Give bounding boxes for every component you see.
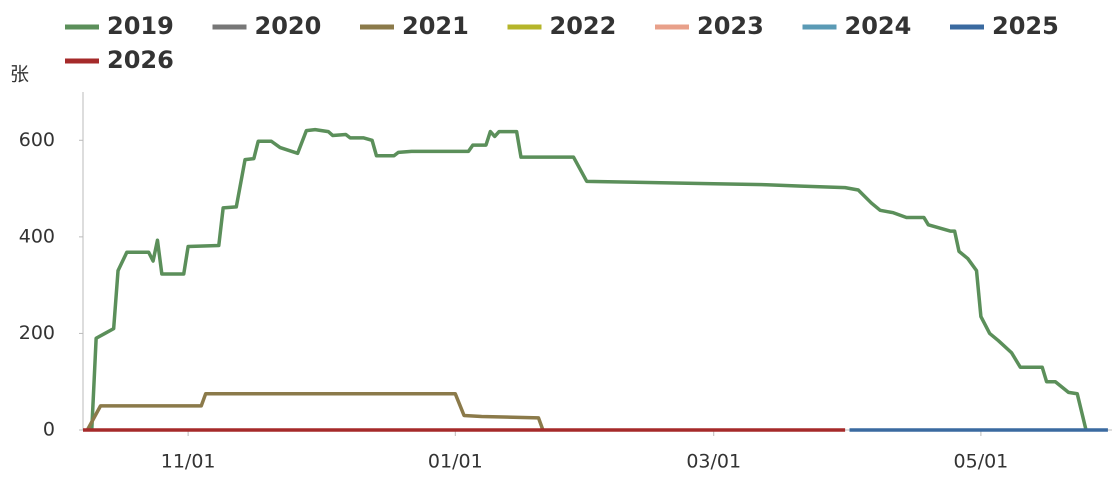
legend-label: 2026 <box>107 46 174 74</box>
x-tick-label: 05/01 <box>954 451 1009 473</box>
y-axis-label: 张 <box>10 64 29 86</box>
series-line <box>85 392 545 431</box>
legend-label: 2024 <box>845 12 912 40</box>
series-line <box>90 127 1088 431</box>
y-tick-label: 400 <box>19 225 55 247</box>
x-tick-label: 11/01 <box>161 451 216 473</box>
legend-label: 2021 <box>402 12 469 40</box>
y-tick-label: 600 <box>19 129 55 151</box>
x-tick-label: 01/01 <box>428 451 483 473</box>
legend-label: 2022 <box>550 12 617 40</box>
legend-label: 2023 <box>697 12 764 40</box>
y-tick-label: 0 <box>43 419 55 441</box>
legend-label: 2019 <box>107 12 174 40</box>
y-tick-label: 200 <box>19 322 55 344</box>
legend-label: 2025 <box>992 12 1059 40</box>
x-tick-label: 03/01 <box>686 451 741 473</box>
legend-label: 2020 <box>255 12 322 40</box>
